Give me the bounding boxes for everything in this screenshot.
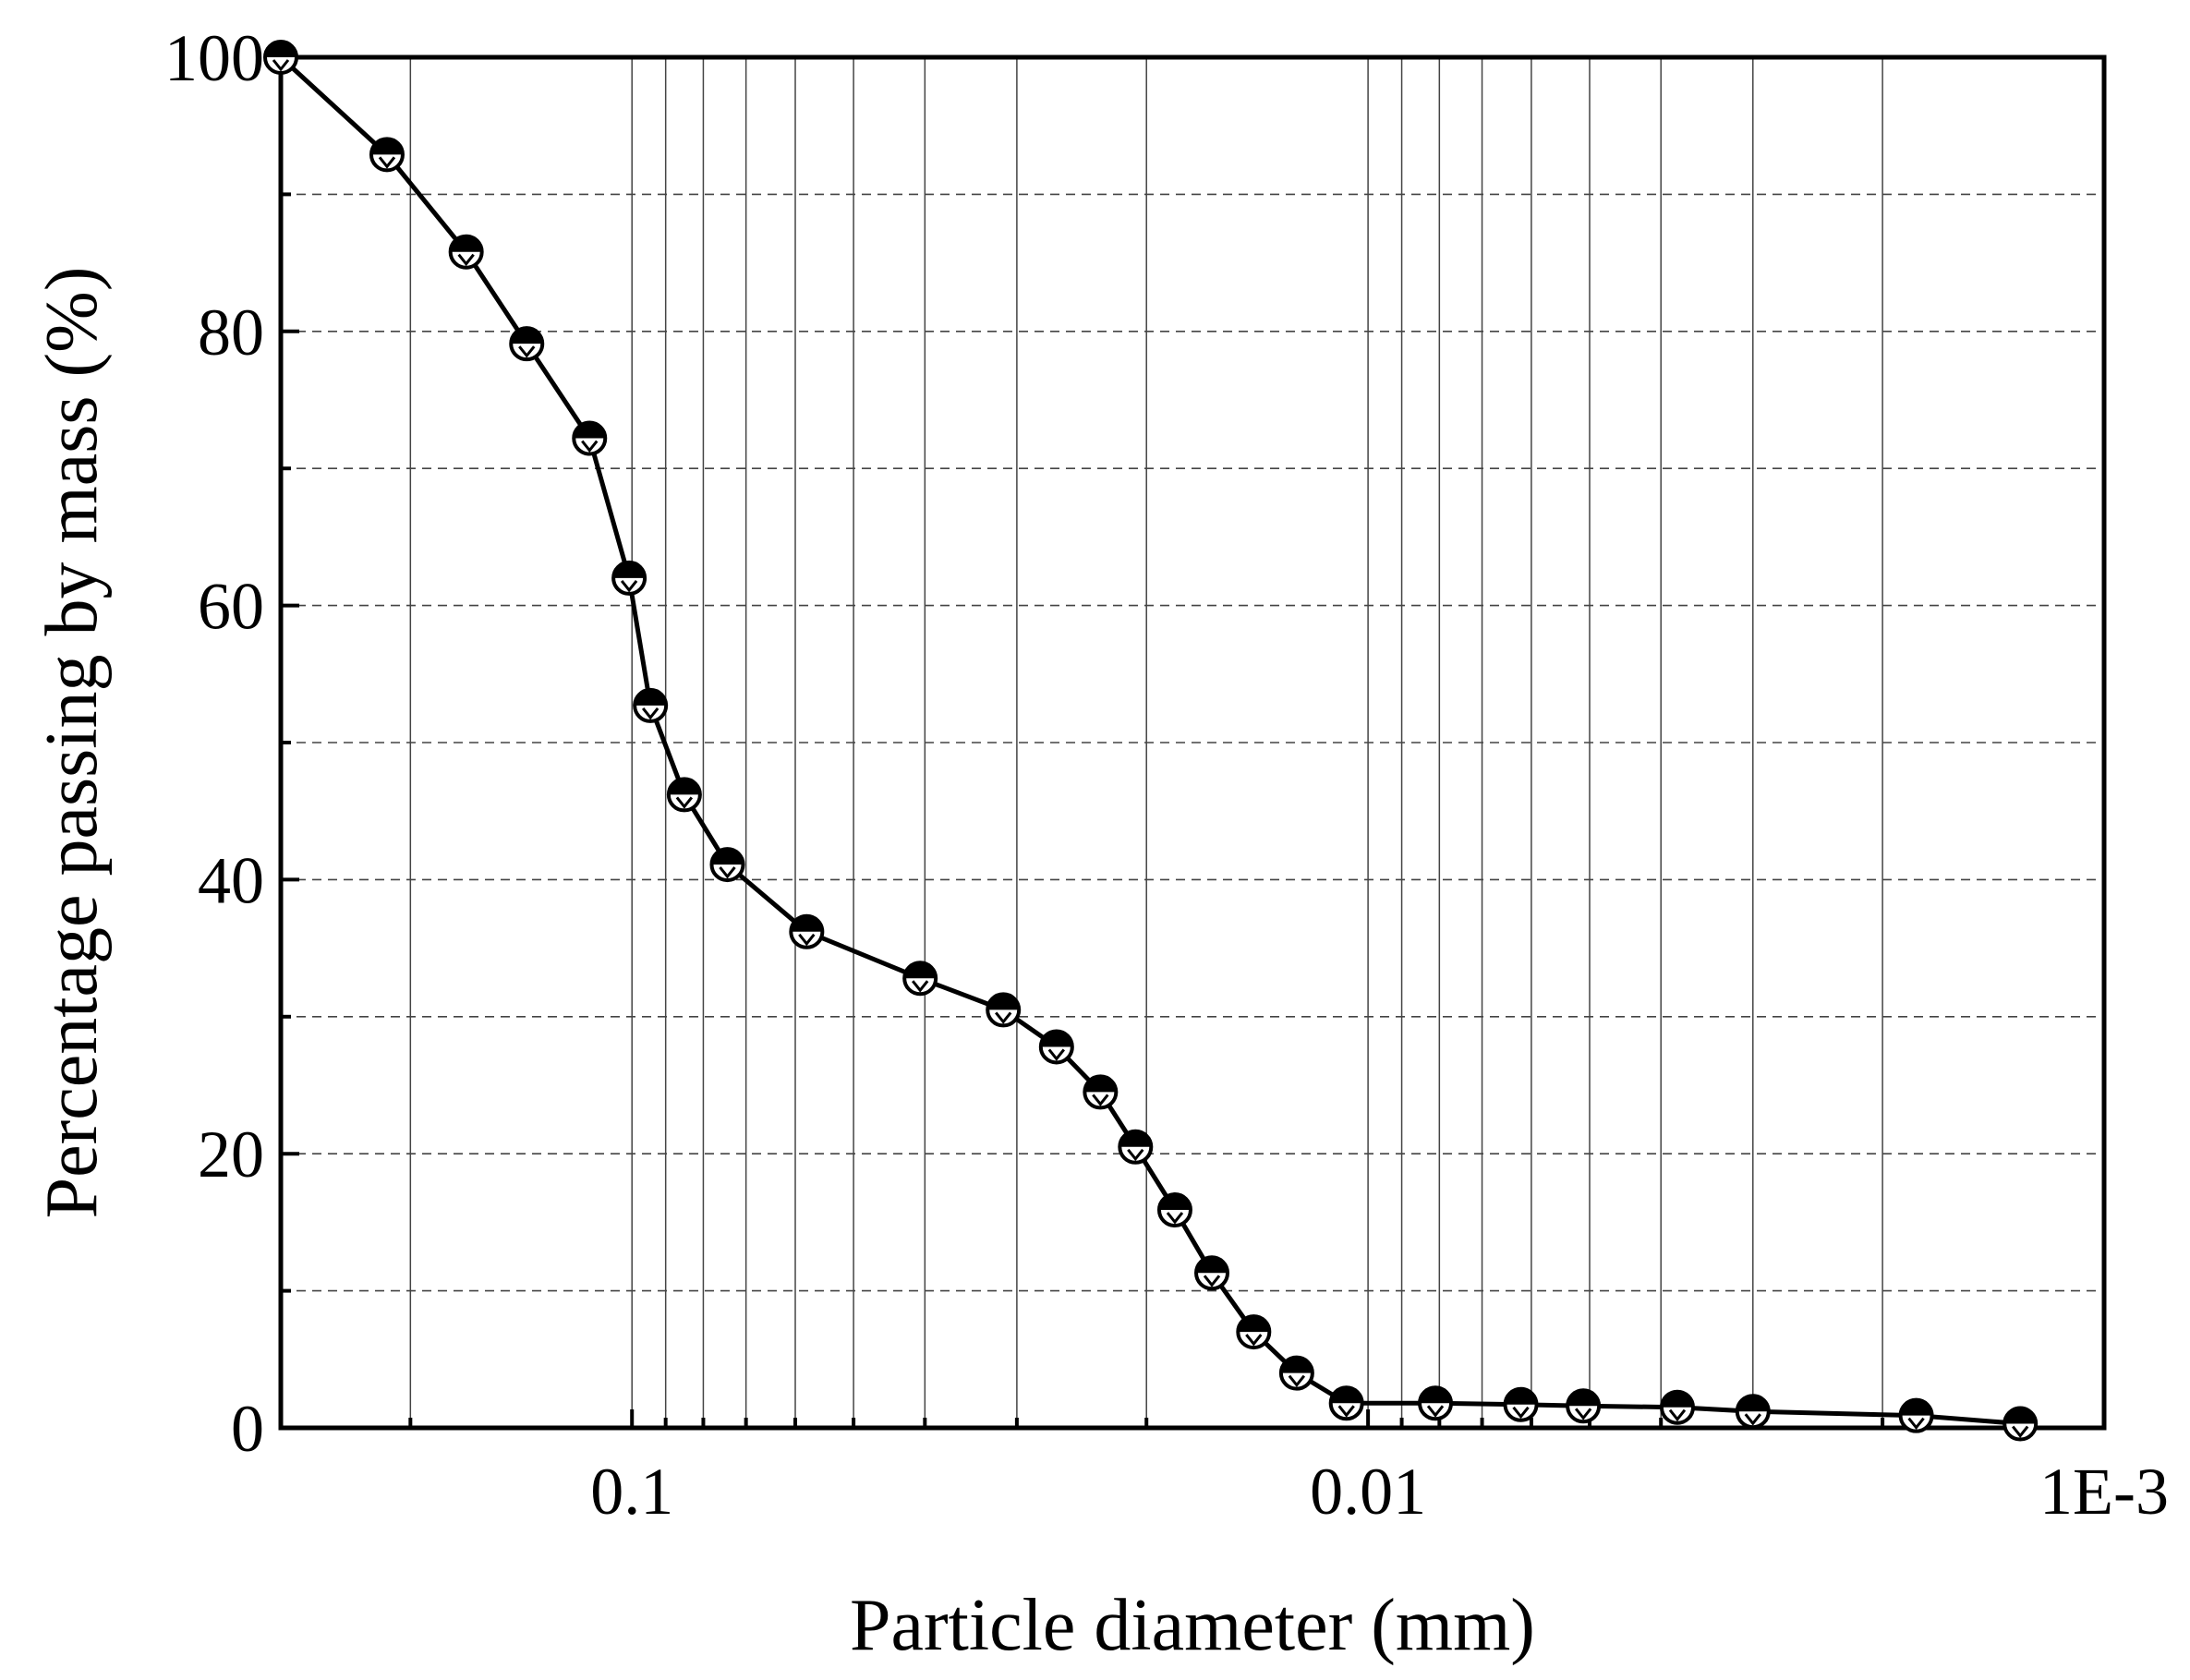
data-point <box>1083 1074 1119 1110</box>
marker-fill <box>2004 1408 2037 1424</box>
marker-fill <box>791 915 823 932</box>
marker-mark <box>1288 1374 1306 1388</box>
data-point <box>1156 1192 1192 1228</box>
marker-fill <box>635 689 667 706</box>
marker-mark <box>1426 1405 1445 1418</box>
y-tick-label: 60 <box>198 570 264 644</box>
y-tick-label: 100 <box>164 21 264 95</box>
marker-mark <box>518 345 536 358</box>
y-tick-label: 0 <box>231 1392 264 1466</box>
data-point <box>2002 1406 2039 1442</box>
data-point <box>572 420 608 456</box>
data-point <box>263 40 298 75</box>
marker-mark <box>675 796 694 809</box>
marker-mark <box>1092 1094 1109 1106</box>
marker-fill <box>1420 1387 1452 1404</box>
marker-mark <box>620 579 638 593</box>
data-point <box>1118 1129 1154 1165</box>
marker-mark <box>2012 1425 2029 1438</box>
data-point <box>1328 1385 1364 1421</box>
marker-fill <box>711 849 744 865</box>
data-point <box>1278 1355 1314 1391</box>
data-line <box>279 55 2021 1427</box>
marker-mark <box>1047 1048 1066 1061</box>
data-point <box>1236 1314 1272 1350</box>
marker-mark <box>1574 1408 1592 1420</box>
marker-mark <box>641 707 659 720</box>
marker-mark <box>1203 1275 1221 1287</box>
data-point <box>369 137 405 173</box>
marker-mark <box>1668 1408 1687 1422</box>
grid-layer <box>281 57 2104 1428</box>
marker-mark <box>1337 1405 1355 1418</box>
marker-fill <box>668 779 700 795</box>
y-tick-label: 20 <box>198 1118 264 1191</box>
marker-mark <box>1907 1417 1925 1431</box>
x-tick-label: 0.1 <box>590 1455 673 1529</box>
marker-fill <box>1736 1396 1769 1412</box>
data-point <box>509 326 545 362</box>
axes-layer <box>278 54 2107 1431</box>
marker-fill <box>1280 1357 1313 1373</box>
y-axis-title: Percentage passing by mass (%) <box>31 267 113 1219</box>
marker-mark <box>1127 1148 1144 1162</box>
data-point <box>1194 1255 1230 1291</box>
marker-mark <box>581 440 599 453</box>
y-tick-label: 80 <box>198 296 264 369</box>
x-tick-label: 0.01 <box>1310 1455 1426 1529</box>
data-point <box>1659 1389 1695 1425</box>
marker-fill <box>1661 1391 1693 1408</box>
x-axis-title: Particle diameter (mm) <box>850 1585 1535 1666</box>
data-point <box>666 777 702 813</box>
marker-mark <box>1245 1334 1263 1347</box>
marker-fill <box>370 139 403 155</box>
marker-fill <box>450 236 482 252</box>
data-point <box>1038 1029 1074 1065</box>
marker-fill <box>1567 1390 1600 1407</box>
data-point <box>986 992 1022 1028</box>
marker-fill <box>987 994 1020 1010</box>
marker-fill <box>613 562 646 578</box>
x-tick-label: 1E-3 <box>2039 1455 2169 1529</box>
marker-fill <box>1040 1031 1072 1047</box>
marker-fill <box>1900 1399 1932 1416</box>
marker-fill <box>1084 1076 1117 1093</box>
marker-mark <box>272 59 290 72</box>
marker-fill <box>1158 1194 1191 1211</box>
marker-fill <box>904 962 937 979</box>
marker-fill <box>265 42 296 57</box>
marker-mark <box>457 253 475 267</box>
marker-fill <box>1196 1257 1228 1274</box>
data-point <box>1735 1394 1771 1430</box>
marker-mark <box>798 933 816 947</box>
data-point <box>448 234 484 270</box>
data-point <box>1566 1388 1602 1424</box>
marker-fill <box>1238 1316 1270 1333</box>
series-layer <box>263 40 2039 1442</box>
data-point <box>902 961 938 997</box>
marker-mark <box>995 1011 1012 1024</box>
data-point <box>709 847 745 883</box>
marker-mark <box>719 866 736 879</box>
marker-mark <box>1744 1413 1761 1426</box>
data-point <box>1503 1386 1539 1422</box>
y-tick-label: 40 <box>198 843 264 917</box>
labels-layer: 0 20 40 60 80 100 0.1 0.01 1E-3 Particle diameter… <box>31 21 2169 1666</box>
marker-fill <box>1119 1130 1152 1147</box>
marker-fill <box>1505 1388 1537 1405</box>
marker-fill <box>1330 1387 1362 1404</box>
data-point <box>611 560 647 596</box>
marker-fill <box>511 328 543 344</box>
data-point <box>633 687 669 723</box>
data-point <box>1418 1385 1454 1421</box>
marker-mark <box>912 980 929 993</box>
marker-mark <box>378 156 396 169</box>
marker-mark <box>1512 1406 1530 1420</box>
marker-fill <box>574 422 606 439</box>
data-point <box>789 913 825 949</box>
marker-mark <box>1166 1212 1184 1225</box>
data-point <box>1898 1397 1934 1433</box>
